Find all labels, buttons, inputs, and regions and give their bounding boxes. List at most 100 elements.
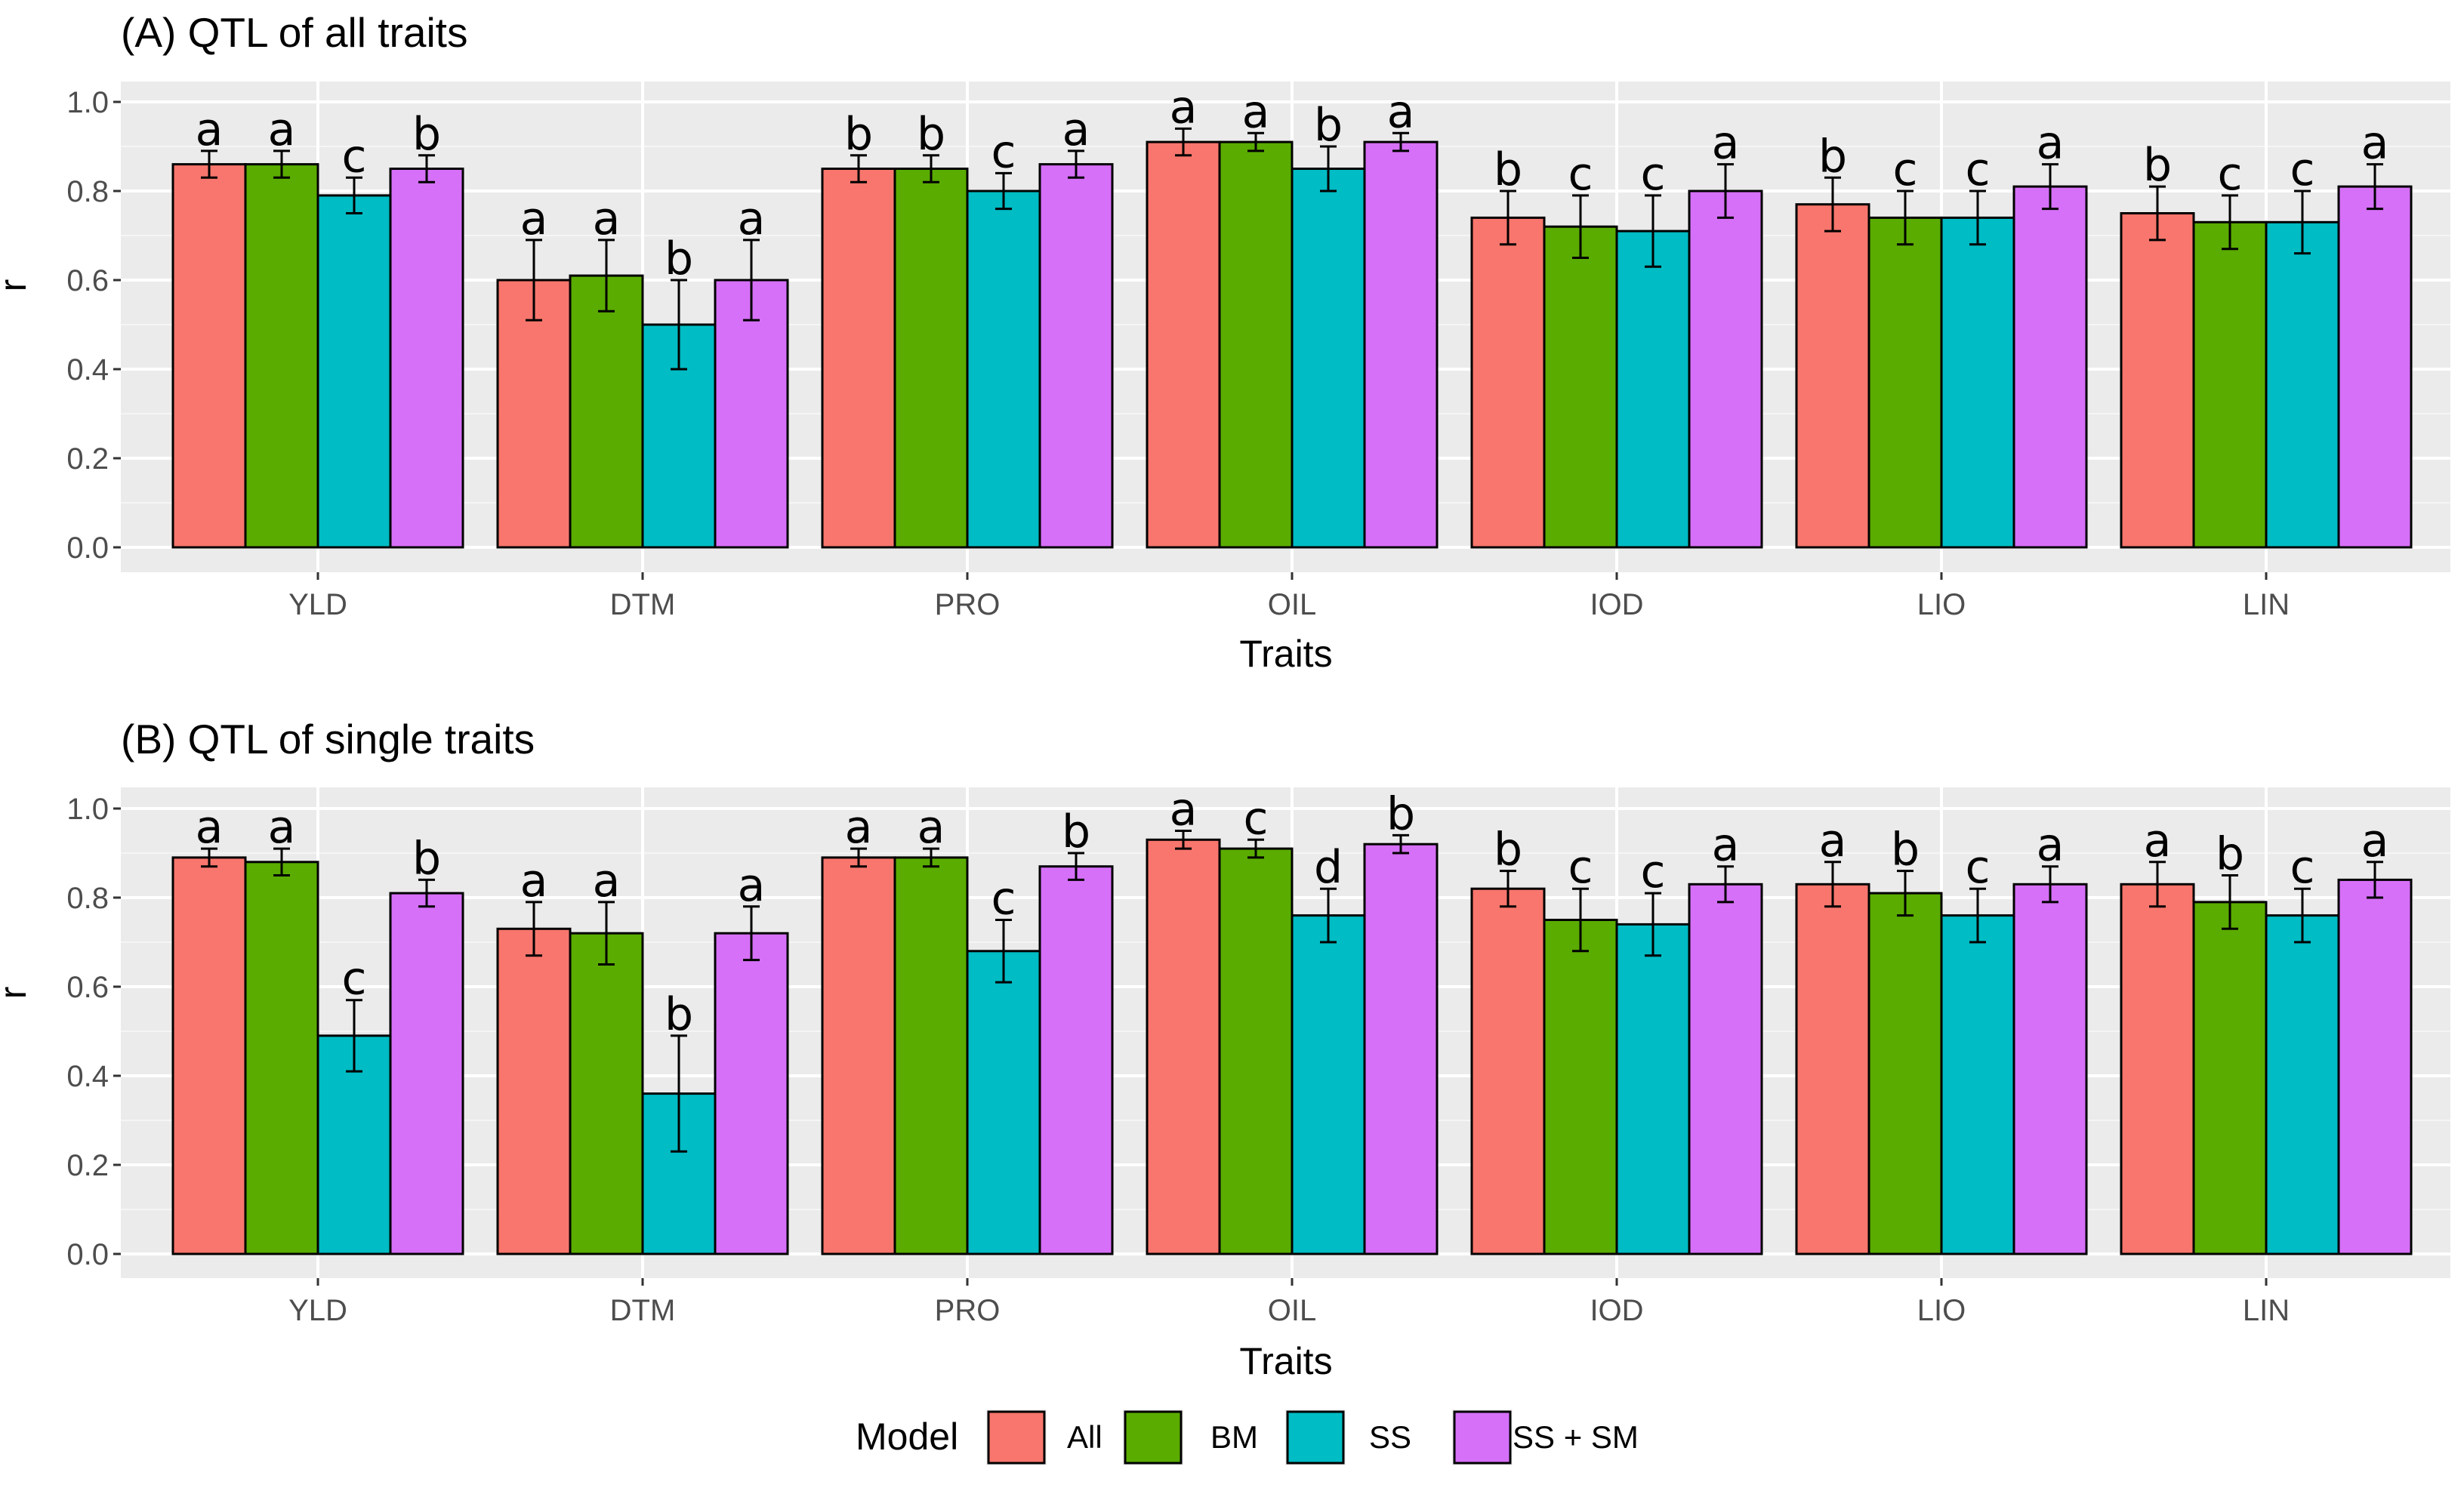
significance-letter: b [412, 832, 441, 885]
significance-letter: a [1170, 784, 1198, 836]
bar-dtm-ss [641, 1092, 717, 1255]
bar-pro-ss-sm [1038, 865, 1114, 1255]
y-tick-label: 0.8 [66, 882, 109, 915]
bar-lin-all [2120, 883, 2195, 1255]
y-tick-label: 0.0 [66, 531, 109, 565]
bar-lin-ss-sm [2337, 185, 2413, 549]
y-tick-label: 0.4 [66, 353, 109, 387]
significance-letter: c [2290, 841, 2315, 894]
legend-label: SS [1369, 1419, 1411, 1455]
significance-letter: a [268, 801, 296, 854]
bar-pro-ss [966, 950, 1041, 1255]
legend-key-ss [1286, 1410, 1345, 1465]
significance-letter: a [593, 855, 621, 907]
bar-pro-all [821, 856, 896, 1255]
panel-b-x-axis-label: Traits [1239, 1340, 1332, 1382]
significance-letter: b [665, 988, 693, 1041]
y-tick-label: 0.6 [66, 971, 109, 1004]
bar-iod-all [1470, 216, 1546, 549]
bar-dtm-ss-sm [714, 279, 789, 549]
significance-letter: b [1818, 130, 1847, 183]
bar-iod-bm [1543, 225, 1618, 549]
x-tick-label-iod: IOD [1590, 588, 1643, 621]
x-tick-label-pro: PRO [935, 1294, 1001, 1327]
significance-letter: a [1062, 103, 1090, 156]
legend-label: SS + SM [1513, 1419, 1639, 1455]
bar-yld-ss [316, 194, 392, 549]
bar-yld-ss-sm [389, 892, 464, 1255]
significance-letter: a [1712, 819, 1740, 872]
bar-pro-ss [966, 189, 1041, 549]
y-tick-label: 0.2 [66, 1149, 109, 1182]
significance-letter: b [665, 233, 693, 285]
x-tick-label-lin: LIN [2243, 1294, 2290, 1327]
x-tick-label-lin: LIN [2243, 588, 2290, 621]
panel-b-title: (B) QTL of single traits [121, 716, 535, 762]
x-tick-label-dtm: DTM [610, 1294, 676, 1327]
legend-label: All [1067, 1419, 1102, 1455]
bar-yld-bm [244, 163, 319, 549]
significance-letter: a [1170, 81, 1198, 134]
significance-letter: c [2290, 143, 2315, 196]
y-tick-label: 0.4 [66, 1060, 109, 1093]
bar-dtm-bm [569, 274, 644, 549]
bar-oil-all [1146, 140, 1221, 549]
significance-letter: b [1494, 143, 1522, 196]
significance-letter: b [1494, 824, 1522, 876]
significance-letter: c [1641, 148, 1666, 201]
legend-key-all [987, 1410, 1046, 1465]
panel-a-y-axis-label: r [0, 279, 34, 292]
bar-dtm-bm [569, 932, 644, 1255]
significance-letter: c [1893, 143, 1918, 196]
bar-iod-ss [1615, 230, 1691, 549]
significance-letter: a [2037, 117, 2065, 170]
significance-letter: a [196, 801, 224, 854]
bar-lio-ss-sm [2012, 185, 2088, 549]
bar-lin-bm [2192, 220, 2268, 549]
significance-letter: b [1062, 806, 1090, 858]
significance-letter: a [520, 193, 548, 245]
significance-letter: b [844, 108, 873, 161]
significance-letter: c [1568, 148, 1593, 201]
bar-pro-ss-sm [1038, 163, 1114, 549]
bar-yld-ss-sm [389, 168, 464, 549]
significance-letter: a [196, 103, 224, 156]
significance-letter: c [1641, 846, 1666, 898]
significance-letter: b [2143, 139, 2172, 192]
significance-letter: c [2218, 148, 2243, 201]
bar-pro-bm [893, 856, 969, 1255]
significance-letter: a [1819, 815, 1847, 867]
significance-letter: b [1314, 99, 1343, 152]
significance-letter: a [2361, 117, 2389, 170]
y-tick-label: 1.0 [66, 793, 109, 826]
x-tick-label-yld: YLD [288, 1294, 347, 1327]
bar-lio-ss [1940, 914, 2015, 1255]
significance-letter: a [917, 801, 945, 854]
bar-oil-bm [1218, 847, 1294, 1255]
panel-a-x-axis-label: Traits [1239, 633, 1332, 675]
legend-key-ss-sm [1453, 1410, 1512, 1465]
panel-b: (B) QTL of single traits r Traits 0.0 0.2… [0, 716, 2450, 1382]
significance-letter: c [991, 125, 1016, 178]
y-tick-label: 1.0 [66, 86, 109, 119]
y-tick-label: 0.0 [66, 1238, 109, 1271]
bar-lin-all [2120, 212, 2195, 549]
significance-letter: b [1386, 787, 1415, 840]
x-tick-label-yld: YLD [288, 588, 347, 621]
bar-iod-ss-sm [1688, 883, 1763, 1255]
bar-lin-bm [2192, 901, 2268, 1255]
bar-oil-ss-sm [1363, 140, 1439, 549]
significance-letter: a [738, 193, 766, 245]
legend-title: Model [856, 1416, 958, 1458]
x-tick-label-dtm: DTM [610, 588, 676, 621]
bar-lin-ss-sm [2337, 878, 2413, 1255]
bar-iod-ss-sm [1688, 189, 1763, 549]
y-tick-label: 0.2 [66, 442, 109, 476]
significance-letter: b [2216, 828, 2244, 881]
significance-letter: a [2361, 815, 2389, 867]
significance-letter: a [1387, 85, 1415, 138]
bar-lin-ss [2265, 220, 2340, 549]
bar-oil-ss-sm [1363, 843, 1439, 1255]
significance-letter: c [342, 953, 367, 1006]
